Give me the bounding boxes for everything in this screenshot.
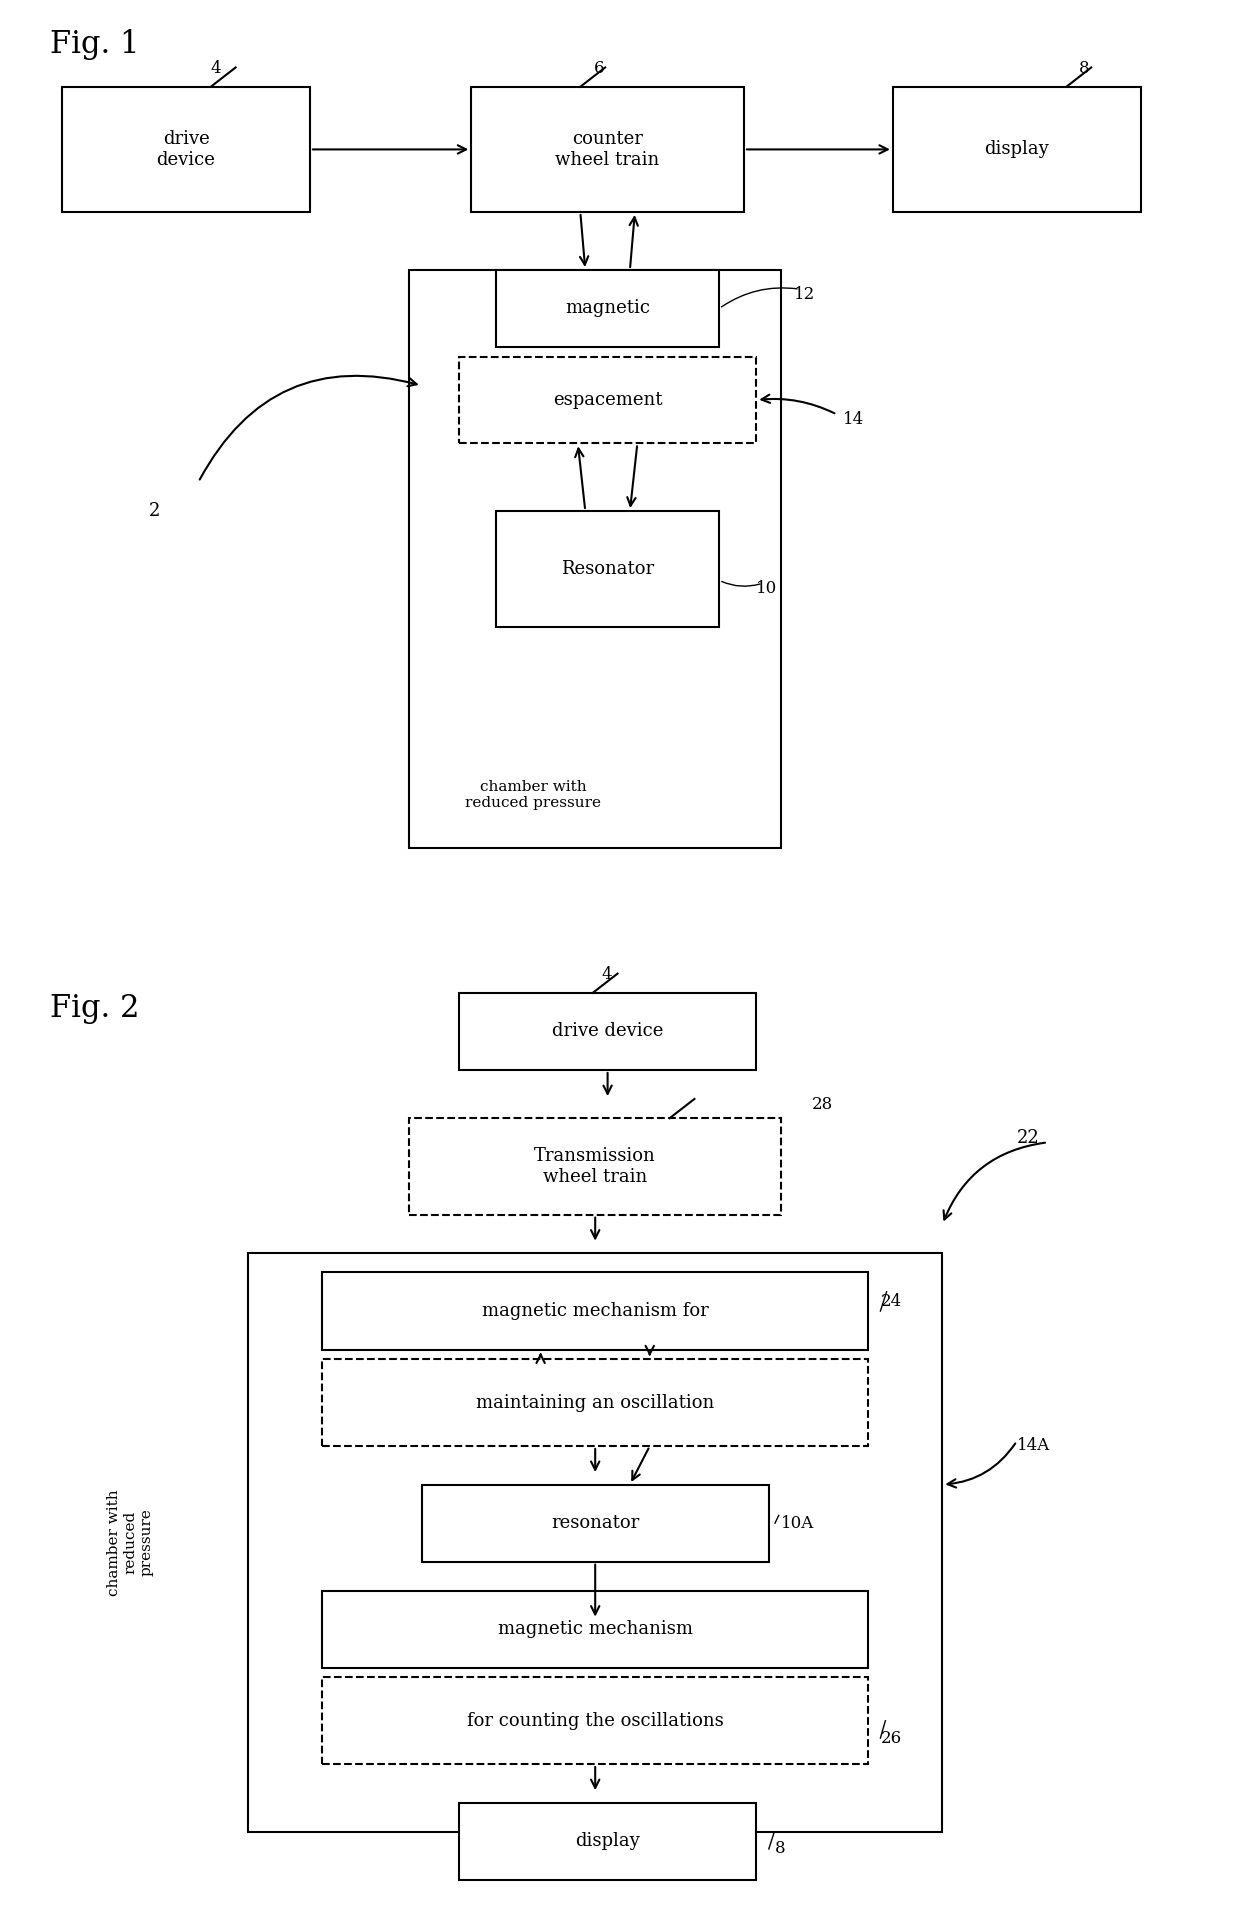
Text: 4: 4 <box>601 966 613 983</box>
Text: 28: 28 <box>812 1097 833 1114</box>
Text: Transmission
wheel train: Transmission wheel train <box>534 1147 656 1186</box>
Text: 14A: 14A <box>1017 1438 1050 1454</box>
FancyBboxPatch shape <box>459 1803 756 1880</box>
FancyBboxPatch shape <box>409 1118 781 1215</box>
FancyBboxPatch shape <box>322 1591 868 1668</box>
FancyBboxPatch shape <box>322 1677 868 1764</box>
Text: espacement: espacement <box>553 391 662 409</box>
Text: maintaining an oscillation: maintaining an oscillation <box>476 1394 714 1411</box>
Text: 10A: 10A <box>781 1515 815 1531</box>
FancyBboxPatch shape <box>62 87 310 212</box>
FancyBboxPatch shape <box>459 357 756 443</box>
Text: chamber with
reduced
pressure: chamber with reduced pressure <box>107 1488 154 1596</box>
Text: 2: 2 <box>149 501 160 521</box>
Text: 14: 14 <box>843 411 864 428</box>
Text: resonator: resonator <box>551 1513 640 1533</box>
Text: 26: 26 <box>880 1729 901 1747</box>
Text: magnetic mechanism: magnetic mechanism <box>497 1620 693 1639</box>
Text: 6: 6 <box>594 60 604 77</box>
Text: display: display <box>985 141 1049 158</box>
Text: Resonator: Resonator <box>560 559 655 578</box>
FancyBboxPatch shape <box>471 87 744 212</box>
Text: for counting the oscillations: for counting the oscillations <box>466 1712 724 1729</box>
Text: counter
wheel train: counter wheel train <box>556 129 660 170</box>
Text: 22: 22 <box>1017 1128 1039 1147</box>
Text: Fig. 1: Fig. 1 <box>50 29 139 60</box>
FancyBboxPatch shape <box>248 1253 942 1832</box>
Text: 8: 8 <box>775 1841 786 1857</box>
FancyBboxPatch shape <box>322 1359 868 1446</box>
FancyBboxPatch shape <box>459 993 756 1070</box>
Text: chamber with
reduced pressure: chamber with reduced pressure <box>465 779 601 810</box>
Text: 12: 12 <box>794 285 815 303</box>
Text: 4: 4 <box>211 60 222 77</box>
Text: 24: 24 <box>880 1294 901 1309</box>
FancyBboxPatch shape <box>496 270 719 347</box>
Text: 8: 8 <box>1079 60 1090 77</box>
FancyBboxPatch shape <box>409 270 781 848</box>
Text: magnetic mechanism for: magnetic mechanism for <box>482 1301 708 1321</box>
FancyBboxPatch shape <box>422 1485 769 1562</box>
FancyBboxPatch shape <box>893 87 1141 212</box>
FancyBboxPatch shape <box>322 1272 868 1350</box>
Text: display: display <box>575 1832 640 1851</box>
FancyBboxPatch shape <box>496 511 719 627</box>
Text: magnetic: magnetic <box>565 299 650 318</box>
Text: drive device: drive device <box>552 1022 663 1041</box>
Text: Fig. 2: Fig. 2 <box>50 993 139 1024</box>
Text: drive
device: drive device <box>156 129 216 170</box>
Text: 10: 10 <box>756 580 777 596</box>
